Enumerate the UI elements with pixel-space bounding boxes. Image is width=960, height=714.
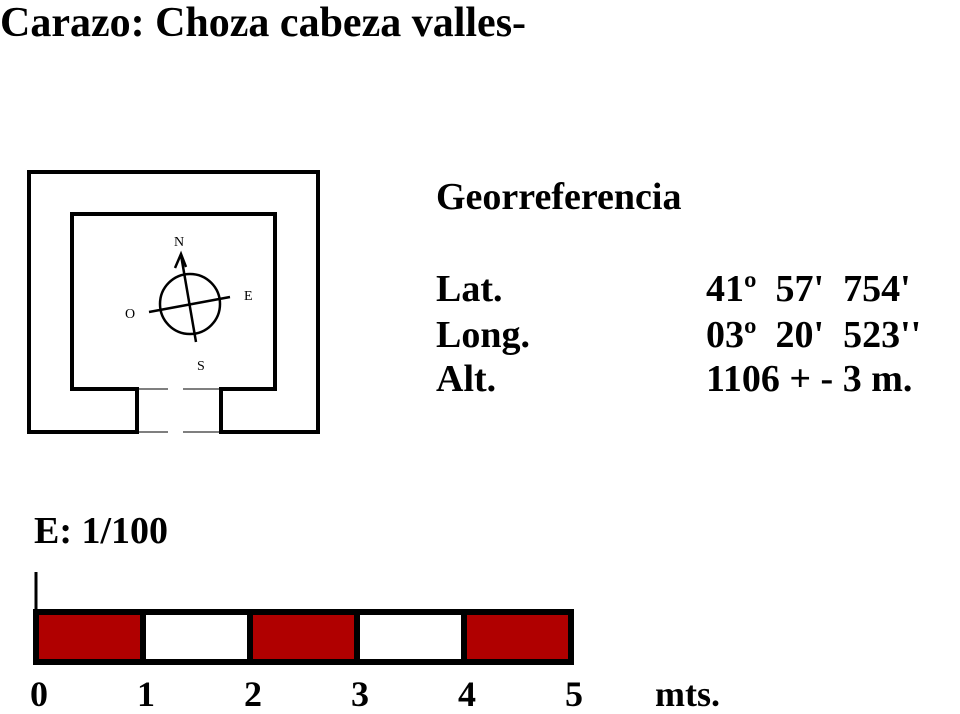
page-title: Carazo: Choza cabeza valles- (0, 0, 527, 46)
lat-label: Lat. (436, 268, 503, 310)
lat-value: 41º 57' 754' (706, 268, 911, 310)
scale-unit: mts. (655, 674, 720, 714)
scale-segment (33, 609, 146, 665)
scale-tick-label: 0 (30, 674, 48, 714)
hut-floor-plan (27, 170, 320, 434)
scale-tick-label: 2 (244, 674, 262, 714)
scale-segment (140, 609, 253, 665)
long-label: Long. (436, 314, 530, 356)
compass-rose-icon (148, 250, 231, 343)
georef-heading: Georreferencia (436, 176, 682, 218)
scale-tick-label: 5 (565, 674, 583, 714)
alt-label: Alt. (436, 358, 497, 400)
scale-tick-label: 4 (458, 674, 476, 714)
compass-south-label: S (197, 359, 205, 374)
scale-bar (33, 572, 574, 665)
scale-tick-label: 3 (351, 674, 369, 714)
scale-label: E: 1/100 (34, 510, 169, 552)
scale-segment (247, 609, 360, 665)
long-value: 03º 20' 523'' (706, 314, 922, 356)
scale-tick-label: 1 (137, 674, 155, 714)
compass-west-label: O (125, 307, 136, 322)
scale-segment (354, 609, 467, 665)
door-opening (139, 388, 219, 433)
compass-east-label: E (244, 289, 253, 304)
compass-north-label: N (174, 235, 185, 250)
alt-value: 1106 + - 3 m. (706, 358, 913, 400)
scale-segment (461, 609, 574, 665)
